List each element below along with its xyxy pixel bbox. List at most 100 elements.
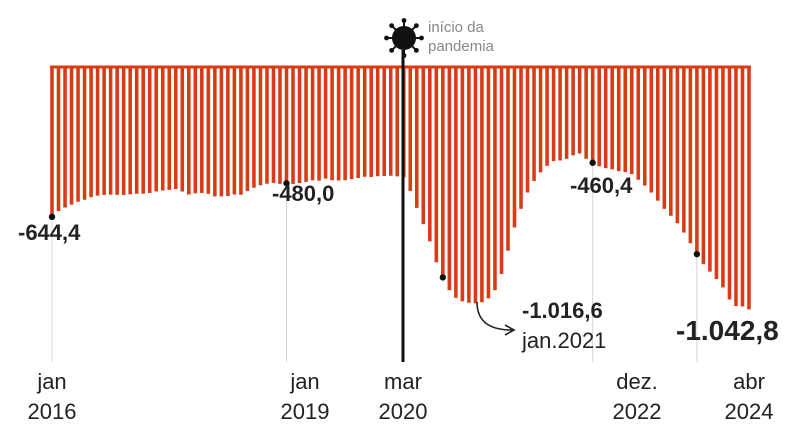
virus-spike-knob: [389, 47, 395, 53]
bar-106: [740, 67, 745, 307]
annotation-arrow: [476, 301, 513, 331]
virus-spike-knob: [419, 35, 424, 41]
bar-57: [421, 67, 426, 225]
bar-26: [219, 67, 224, 197]
bar-69: [499, 67, 504, 274]
bar-86: [610, 67, 614, 170]
bar-88: [623, 67, 628, 173]
bar-3: [69, 67, 74, 205]
bar-74: [532, 67, 536, 181]
bar-30: [245, 67, 250, 192]
bar-61: [447, 67, 452, 291]
bar-71: [512, 67, 517, 228]
bar-77: [551, 67, 556, 162]
bar-18: [167, 67, 172, 190]
bar-85: [603, 67, 608, 169]
bar-12: [128, 67, 132, 195]
bar-34: [271, 67, 276, 183]
bar-44: [336, 67, 341, 181]
bar-102: [714, 67, 719, 280]
bar-48: [362, 67, 367, 177]
data-point-4: [693, 250, 701, 258]
bar-105: [734, 67, 738, 307]
bar-94: [662, 67, 667, 209]
bar-32: [258, 67, 263, 186]
bars-group: [50, 67, 751, 310]
x-tick-jan-2016-month: jan: [36, 369, 66, 394]
bar-89: [629, 67, 634, 175]
bar-107: [747, 67, 751, 310]
bar-45: [343, 67, 347, 181]
bar-68: [493, 67, 497, 291]
bar-90: [636, 67, 641, 180]
pandemic-note-line1: início da: [428, 19, 485, 36]
bar-82: [584, 67, 588, 159]
bar-4: [76, 67, 80, 202]
x-tick-dez-2022-month: dez.: [616, 369, 658, 394]
bar-50: [375, 67, 380, 177]
bar-16: [154, 67, 159, 192]
x-tick-dez-2022-year: 2022: [613, 399, 662, 424]
data-label-jan-2016: -644,4: [18, 220, 81, 245]
bar-79: [564, 67, 569, 159]
bar-24: [206, 67, 211, 194]
bar-27: [226, 67, 230, 196]
bar-19: [173, 67, 178, 189]
bar-93: [656, 67, 660, 201]
data-point-1: [283, 180, 290, 187]
bar-17: [160, 67, 165, 191]
bar-13: [134, 67, 139, 194]
x-tick-jan-2016-year: 2016: [28, 399, 77, 424]
bar-11: [121, 67, 126, 195]
bar-67: [486, 67, 491, 299]
bar-14: [141, 67, 145, 194]
bar-43: [330, 67, 334, 181]
bar-1: [56, 67, 61, 211]
bar-36: [284, 67, 289, 184]
virus-spike-knob: [401, 53, 407, 58]
bar-91: [642, 67, 647, 186]
bar-47: [356, 67, 360, 178]
bar-39: [304, 67, 308, 182]
bar-31: [252, 67, 256, 188]
data-label-jan-2019: -480,0: [272, 181, 334, 206]
bar-5: [82, 67, 87, 200]
bar-96: [675, 67, 680, 224]
bar-23: [200, 67, 204, 193]
data-label-jan-2021-sub: jan.2021: [521, 328, 606, 353]
bar-40: [310, 67, 315, 181]
bar-42: [323, 67, 328, 179]
bar-100: [701, 67, 706, 265]
virus-icon: [384, 18, 424, 58]
bar-7: [95, 67, 100, 196]
bar-83: [590, 67, 595, 163]
bar-53: [395, 67, 400, 177]
bar-58: [428, 67, 432, 242]
bar-28: [232, 67, 237, 195]
x-tick-mar-2020-year: 2020: [379, 399, 428, 424]
bar-20: [180, 67, 185, 192]
bar-76: [545, 67, 549, 166]
data-label-dez-2022: -460,4: [570, 173, 633, 198]
x-tick-jan-2019-year: 2019: [281, 399, 330, 424]
bar-98: [688, 67, 693, 244]
bar-38: [297, 67, 302, 184]
bar-25: [213, 67, 217, 197]
bar-66: [480, 67, 484, 303]
virus-spike-knob: [413, 47, 419, 53]
x-tick-abr-2024-month: abr: [733, 369, 765, 394]
bar-87: [616, 67, 621, 172]
bar-33: [265, 67, 269, 184]
bar-99: [695, 67, 699, 255]
data-label-abr-2024: -1.042,8: [676, 315, 779, 346]
pandemic-note-line2: pandemia: [428, 38, 495, 55]
bar-52: [388, 67, 393, 176]
bar-46: [349, 67, 354, 180]
virus-spike-knob: [413, 23, 419, 29]
virus-spike-knob: [389, 23, 395, 29]
bar-29: [239, 67, 243, 195]
bar-73: [525, 67, 530, 193]
bar-92: [649, 67, 654, 193]
bar-75: [538, 67, 543, 173]
